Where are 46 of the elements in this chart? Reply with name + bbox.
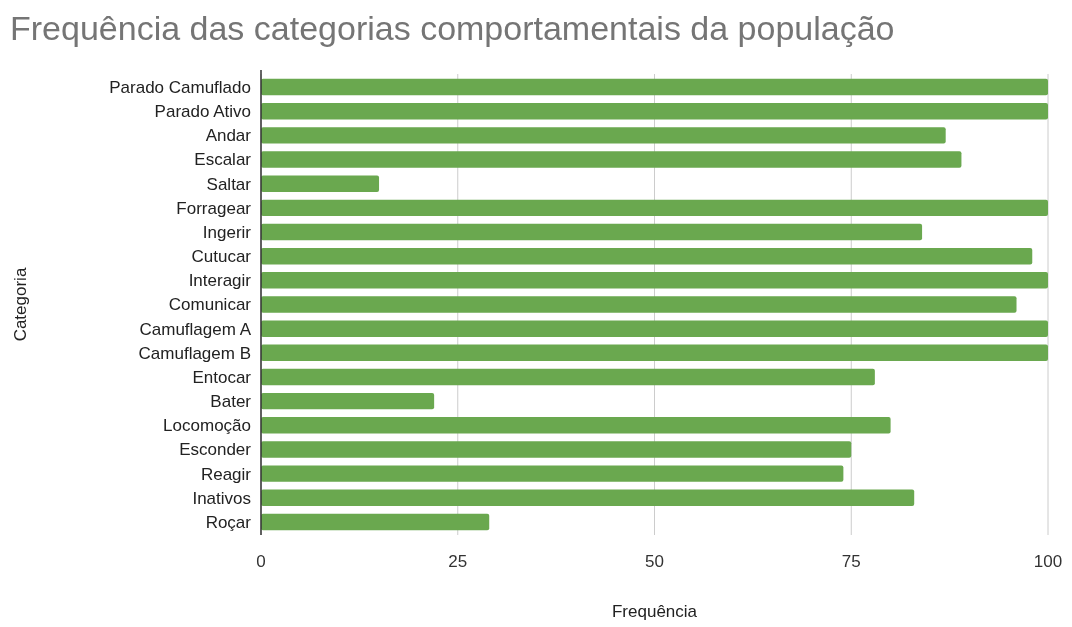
y-tick-label: Saltar xyxy=(206,174,252,194)
bar xyxy=(261,151,962,168)
bar xyxy=(261,344,1048,362)
y-tick-label: Interagir xyxy=(188,271,252,291)
bar xyxy=(261,175,380,192)
bar xyxy=(261,102,1048,120)
y-tick-label: Ingerir xyxy=(202,222,252,242)
chart-title: Frequência das categorias comportamentais da população xyxy=(10,9,895,47)
bar xyxy=(261,392,435,410)
y-tick-label: Reagir xyxy=(200,464,252,484)
bar xyxy=(261,320,1048,337)
bar xyxy=(261,489,915,507)
y-axis-title: Categoria xyxy=(11,267,30,342)
bar xyxy=(261,247,1033,265)
bar xyxy=(261,368,875,386)
y-tick-label: Cutucar xyxy=(191,247,252,267)
bar xyxy=(261,417,891,434)
bar xyxy=(261,272,1048,289)
x-tick-label: 100 xyxy=(1033,552,1063,571)
y-tick-label: Camuflagem A xyxy=(139,319,252,339)
bar xyxy=(261,78,1048,96)
y-tick-label: Parado Camuflado xyxy=(109,78,251,97)
bar xyxy=(261,441,852,458)
x-tick-label: 0 xyxy=(256,552,266,571)
y-tick-label: Locomoção xyxy=(163,416,251,436)
y-tick-label: Camuflagem B xyxy=(138,343,251,363)
bar xyxy=(261,127,946,144)
y-tick-label: Escalar xyxy=(194,150,252,170)
bar xyxy=(261,223,923,241)
y-tick-label: Forragear xyxy=(176,198,252,218)
y-tick-label: Roçar xyxy=(205,512,252,532)
bar xyxy=(261,199,1048,217)
x-axis-title: Frequência xyxy=(611,602,698,621)
bar xyxy=(261,513,490,531)
bar xyxy=(261,465,844,482)
y-tick-label: Bater xyxy=(210,392,252,412)
y-tick-label: Parado Ativo xyxy=(154,102,251,122)
y-tick-label: Andar xyxy=(205,126,252,146)
x-tick-label: 50 xyxy=(645,552,664,571)
x-tick-label: 75 xyxy=(841,552,861,571)
y-tick-label: Inativos xyxy=(192,488,251,508)
y-tick-label: Entocar xyxy=(192,367,252,387)
x-tick-label: 25 xyxy=(448,552,468,571)
bar xyxy=(261,296,1017,313)
y-tick-label: Esconder xyxy=(179,440,252,460)
y-tick-label: Comunicar xyxy=(168,295,252,315)
